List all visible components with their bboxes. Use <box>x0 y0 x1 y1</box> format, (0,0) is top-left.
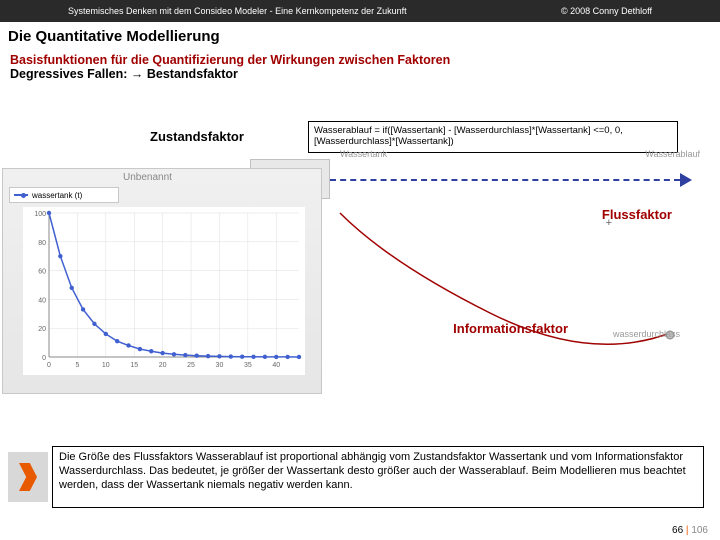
section-line1: Basisfunktionen für die Quantifizierung … <box>10 53 710 67</box>
legend-dot-icon <box>21 193 26 198</box>
content-area: Zustandsfaktor Wasserablauf = if([Wasser… <box>0 83 720 433</box>
chart-container: Unbenannt wassertank (t) 0 20 40 60 80 100 0 5 1… <box>2 168 322 394</box>
section-line2c: Bestandsfaktor <box>143 67 237 81</box>
arrow-icon: → <box>131 67 144 81</box>
wasserablauf-label: Wasserablauf <box>645 149 700 159</box>
chart-plot: 0 20 40 60 80 100 0 5 10 15 20 25 30 35 40 <box>23 207 305 375</box>
chart-svg: 0 20 40 60 80 100 0 5 10 15 20 25 30 35 40 <box>23 207 305 375</box>
svg-text:30: 30 <box>216 362 224 369</box>
svg-text:5: 5 <box>75 362 79 369</box>
chevron-icon <box>8 452 48 502</box>
svg-text:60: 60 <box>38 269 46 276</box>
svg-text:80: 80 <box>38 240 46 247</box>
page-number: 66 | 106 <box>672 525 708 536</box>
zustandsfaktor-label: Zustandsfaktor <box>150 129 244 144</box>
svg-text:35: 35 <box>244 362 252 369</box>
chart-legend: wassertank (t) <box>9 187 119 203</box>
page-sep: | <box>686 525 689 536</box>
wasserdurchlass-label: wasserdurchlass <box>613 329 680 339</box>
section-line2a: Degressives Fallen: <box>10 67 131 81</box>
svg-text:0: 0 <box>42 355 46 362</box>
svg-text:40: 40 <box>38 297 46 304</box>
svg-text:40: 40 <box>272 362 280 369</box>
page-total: 106 <box>691 525 708 536</box>
legend-label: wassertank (t) <box>32 191 82 200</box>
flow-arrowhead-icon <box>680 173 692 187</box>
chart-title: Unbenannt <box>123 172 172 183</box>
section-line2: Degressives Fallen: → Bestandsfaktor <box>10 67 710 81</box>
svg-text:20: 20 <box>38 326 46 333</box>
header-right: © 2008 Conny Dethloff <box>561 6 652 16</box>
wassertank-label: Wassertank <box>340 149 387 159</box>
page-current: 66 <box>672 525 683 536</box>
svg-text:10: 10 <box>102 362 110 369</box>
bottom-text-box: Die Größe des Flussfaktors Wasserablauf … <box>52 446 704 508</box>
informationsfaktor-label: Informationsfaktor <box>453 321 568 336</box>
svg-text:15: 15 <box>130 362 138 369</box>
svg-text:25: 25 <box>187 362 195 369</box>
section-head: Basisfunktionen für die Quantifizierung … <box>0 49 720 83</box>
svg-text:20: 20 <box>159 362 167 369</box>
header-left: Systemisches Denken mit dem Consideo Mod… <box>68 6 407 16</box>
svg-text:100: 100 <box>34 211 46 218</box>
feedback-curve <box>330 203 700 363</box>
page-title: Die Quantitative Modellierung <box>0 22 720 49</box>
flow-arrow <box>330 179 680 181</box>
header-bar: Systemisches Denken mit dem Consideo Mod… <box>0 0 720 22</box>
svg-text:0: 0 <box>47 362 51 369</box>
